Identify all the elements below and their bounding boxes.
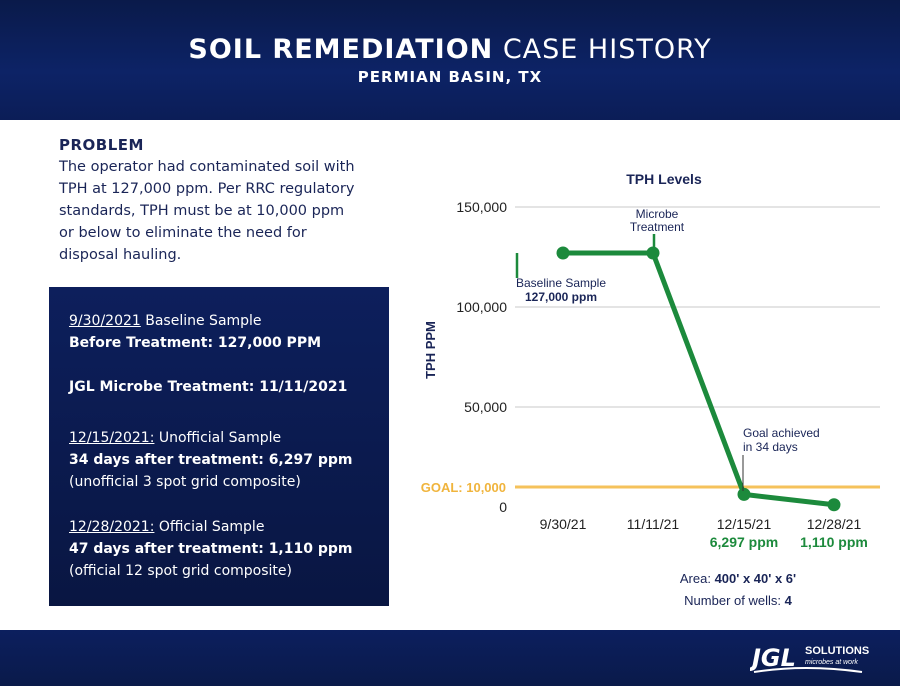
x-tick-label: 11/11/21 [627,516,680,532]
jgl-solutions-logo: JGL SOLUTIONS microbes at work [750,644,869,673]
official-result: 47 days after treatment: 1,110 ppm [69,541,352,557]
page-title: SOIL REMEDIATION CASE HISTORY [0,34,900,65]
logo-tagline: microbes at work [805,659,858,666]
problem-line: TPH at 127,000 ppm. Per RRC regulatory [59,181,355,197]
problem-section: PROBLEM The operator had contaminated so… [59,136,389,266]
official-note: (official 12 spot grid composite) [69,563,292,579]
official-label: Official Sample [154,519,265,535]
y-axis-label: TPH PPM [423,321,438,379]
x-tick-label: 12/28/21 [807,516,862,532]
problem-text: The operator had contaminated soil with … [59,156,389,266]
problem-line: or below to eliminate the need for [59,225,307,241]
x-tick-label: 12/15/21 [717,516,772,532]
page-subtitle: PERMIAN BASIN, TX [357,68,543,86]
data-value-label: 6,297 ppm [710,534,778,550]
goal-annotation-line2: in 34 days [743,440,798,454]
header-banner: SOIL REMEDIATION CASE HISTORY PERMIAN BA… [0,0,900,120]
goal-label: GOAL: 10,000 [421,480,506,495]
before-treatment: Before Treatment: 127,000 PPM [69,335,322,351]
footer-banner: JGL SOLUTIONS microbes at work [0,630,900,686]
title-bold: SOIL REMEDIATION [188,34,494,65]
baseline-line: 9/30/2021 Baseline Sample [69,313,262,329]
official-line: 12/28/2021: Official Sample [69,519,264,535]
unofficial-date: 12/15/2021: [69,430,155,446]
treatment-timeline-box: 9/30/2021 Baseline Sample Before Treatme… [49,287,389,606]
microbe-annotation-line1: Microbe [636,207,679,221]
official-value: : 1,110 ppm [258,541,353,557]
site-wells: Number of wells: 4 [684,593,792,608]
problem-line: disposal hauling. [59,247,182,263]
y-tick-label: 150,000 [456,199,507,215]
baseline-date: 9/30/2021 [69,313,141,329]
data-point [827,498,841,512]
unofficial-days: 34 days after treatment [69,452,259,468]
data-point [737,487,751,501]
area-value: 400' x 40' x 6' [715,571,797,586]
site-area: Area: 400' x 40' x 6' [680,571,796,586]
y-tick-label: 100,000 [456,299,507,315]
unofficial-label: Unofficial Sample [154,430,282,446]
microbe-annotation-line2: Treatment [630,220,685,234]
problem-heading: PROBLEM [59,136,144,154]
unofficial-line: 12/15/2021: Unofficial Sample [69,430,281,446]
chart-title: TPH Levels [626,171,702,187]
official-date: 12/28/2021: [69,519,155,535]
logo-name: SOLUTIONS [805,645,869,657]
wells-value: 4 [785,593,793,608]
data-value-label: 1,110 ppm [800,534,868,550]
data-point [556,246,570,260]
logo-swoosh [753,667,863,673]
problem-line: The operator had contaminated soil with [59,159,355,175]
unofficial-result: 34 days after treatment: 6,297 ppm [69,452,352,468]
title-rest: CASE HISTORY [493,34,712,65]
goal-annotation-line1: Goal achieved [743,426,820,440]
official-days: 47 days after treatment [69,541,259,557]
y-tick-label: 50,000 [464,399,507,415]
wells-label: Number of wells: [684,593,784,608]
treatment-date: JGL Microbe Treatment: 11/11/2021 [69,379,348,395]
problem-line: standards, TPH must be at 10,000 ppm [59,203,345,219]
baseline-annotation-line2: 127,000 ppm [525,290,597,304]
baseline-annotation-line1: Baseline Sample [516,276,606,290]
logo-brand: JGL [750,644,796,672]
y-tick-label: 0 [499,499,507,515]
series-line [563,250,835,508]
tph-line-chart: TPH Levels TPH PPM 0 50,000 100,000 150,000… [421,171,880,608]
unofficial-note: (unofficial 3 spot grid composite) [69,474,301,490]
area-label: Area: [680,571,715,586]
x-tick-label: 9/30/21 [540,516,587,532]
baseline-label: Baseline Sample [140,313,262,329]
unofficial-value: : 6,297 ppm [258,452,353,468]
data-point [646,246,660,260]
